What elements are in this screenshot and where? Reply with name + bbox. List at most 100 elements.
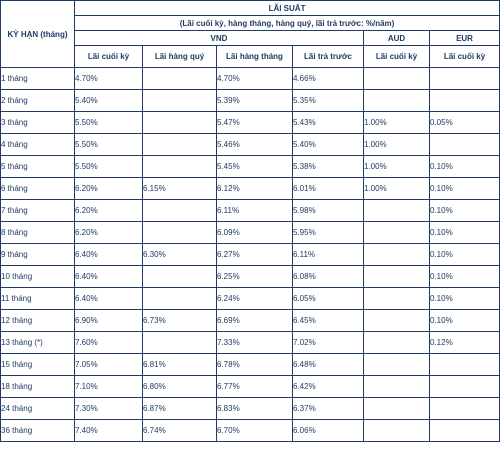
rate-cell: 6.40% [74, 265, 143, 288]
rate-cell [428, 397, 500, 420]
term-cell: 12 tháng [0, 309, 75, 332]
rate-cell [428, 89, 500, 112]
column-header: Lãi hàng tháng [216, 45, 293, 68]
term-cell: 2 tháng [0, 89, 75, 112]
column-header-row: Lãi cuối kỳ Lãi hàng quý Lãi hàng tháng Lãi… [1, 45, 500, 68]
rate-cell: 6.20% [74, 199, 143, 222]
rate-cell: 6.90% [74, 309, 143, 332]
rate-cell: 6.74% [142, 419, 217, 442]
rate-cell: 6.80% [142, 375, 217, 398]
rate-cell: 6.01% [292, 177, 364, 200]
rate-cell [363, 309, 430, 332]
rate-cell [363, 331, 430, 354]
term-cell: 36 tháng [0, 419, 75, 442]
rate-cell: 7.02% [292, 331, 364, 354]
rate-cell: 4.70% [74, 67, 143, 90]
rate-cell: 7.10% [74, 375, 143, 398]
column-header: Lãi hàng quý [142, 45, 217, 68]
rate-cell: 1.00% [363, 177, 430, 200]
rate-cell: 6.20% [74, 221, 143, 244]
rate-cell: 0.12% [428, 331, 500, 354]
rate-cell: 5.39% [216, 89, 293, 112]
rate-cell: 6.20% [74, 177, 143, 200]
rate-cell [142, 331, 217, 354]
table-row: 7 tháng 6.20% 6.11% 5.98% 0.10% [0, 199, 500, 222]
column-header: Lãi cuối kỳ [74, 45, 143, 68]
rate-cell: 6.12% [216, 177, 293, 200]
rate-cell: 6.70% [216, 419, 293, 442]
rate-cell: 7.05% [74, 353, 143, 376]
rate-cell: 5.95% [292, 221, 364, 244]
rate-cell [142, 155, 217, 178]
term-cell: 10 tháng [0, 265, 75, 288]
rate-cell [428, 419, 500, 442]
term-cell: 11 tháng [0, 287, 75, 310]
rate-rows: 1 tháng 4.70% 4.70% 4.66% 2 tháng 5.40% 5.39% 5… [0, 67, 500, 442]
rate-cell: 7.40% [74, 419, 143, 442]
rate-cell: 6.08% [292, 265, 364, 288]
rate-cell: 6.24% [216, 287, 293, 310]
rate-cell: 7.30% [74, 397, 143, 420]
table-row: 15 tháng 7.05% 6.81% 6.78% 6.48% [0, 353, 500, 376]
rate-cell [142, 287, 217, 310]
term-cell: 5 tháng [0, 155, 75, 178]
rate-cell: 5.50% [74, 111, 143, 134]
rate-cell: 1.00% [363, 133, 430, 156]
column-header: Lãi cuối kỳ [428, 45, 500, 68]
rate-cell: 6.30% [142, 243, 217, 266]
rate-cell [142, 111, 217, 134]
rate-cell [363, 89, 430, 112]
rate-cell: 6.05% [292, 287, 364, 310]
currency-aud: AUD [363, 30, 430, 46]
rate-cell: 6.45% [292, 309, 364, 332]
table-row: 6 tháng 6.20% 6.15% 6.12% 6.01% 1.00% 0.10% [0, 177, 500, 200]
currency-eur: EUR [428, 30, 500, 46]
term-cell: 1 tháng [0, 67, 75, 90]
rate-cell: 6.83% [216, 397, 293, 420]
rate-cell [363, 397, 430, 420]
rate-cell: 6.11% [216, 199, 293, 222]
rate-header: LÃI SUẤT [73, 0, 500, 16]
rate-cell [428, 67, 500, 90]
rate-cell: 0.10% [428, 177, 500, 200]
table-row: 9 tháng 6.40% 6.30% 6.27% 6.11% 0.10% [0, 243, 500, 266]
table-row: 10 tháng 6.40% 6.25% 6.08% 0.10% [0, 265, 500, 288]
table-row: 36 tháng 7.40% 6.74% 6.70% 6.06% [0, 419, 500, 442]
rate-cell [363, 67, 430, 90]
table-row: 8 tháng 6.20% 6.09% 5.95% 0.10% [0, 221, 500, 244]
rate-cell: 6.40% [74, 287, 143, 310]
term-cell: 3 tháng [0, 111, 75, 134]
column-header: Lãi cuối kỳ [363, 45, 430, 68]
rate-cell [363, 265, 430, 288]
rate-cell: 7.60% [74, 331, 143, 354]
rate-cell [363, 199, 430, 222]
rate-cell [363, 221, 430, 244]
rate-cell: 6.11% [292, 243, 364, 266]
term-cell: 13 tháng (*) [0, 331, 75, 354]
rate-cell: 1.00% [363, 111, 430, 134]
rate-cell [142, 89, 217, 112]
rate-cell: 0.10% [428, 243, 500, 266]
rate-cell: 5.43% [292, 111, 364, 134]
term-header: KỲ HẠN (tháng) [0, 0, 75, 68]
rate-cell: 6.48% [292, 353, 364, 376]
rate-cell: 6.27% [216, 243, 293, 266]
rate-cell: 6.25% [216, 265, 293, 288]
rate-cell [363, 287, 430, 310]
rate-cell: 6.37% [292, 397, 364, 420]
rate-cell: 5.47% [216, 111, 293, 134]
rate-cell: 6.42% [292, 375, 364, 398]
rate-cell [142, 265, 217, 288]
rate-cell: 5.50% [74, 155, 143, 178]
rate-cell: 6.87% [142, 397, 217, 420]
term-cell: 24 tháng [0, 397, 75, 420]
term-cell: 6 tháng [0, 177, 75, 200]
table-row: 11 tháng 6.40% 6.24% 6.05% 0.10% [0, 287, 500, 310]
table-row: 5 tháng 5.50% 5.45% 5.38% 1.00% 0.10% [0, 155, 500, 178]
table-row: 2 tháng 5.40% 5.39% 5.35% [0, 89, 500, 112]
table-row: 3 tháng 5.50% 5.47% 5.43% 1.00% 0.05% [0, 111, 500, 134]
rate-cell: 6.77% [216, 375, 293, 398]
rate-cell [363, 375, 430, 398]
table-row: 13 tháng (*) 7.60% 7.33% 7.02% 0.12% [0, 331, 500, 354]
